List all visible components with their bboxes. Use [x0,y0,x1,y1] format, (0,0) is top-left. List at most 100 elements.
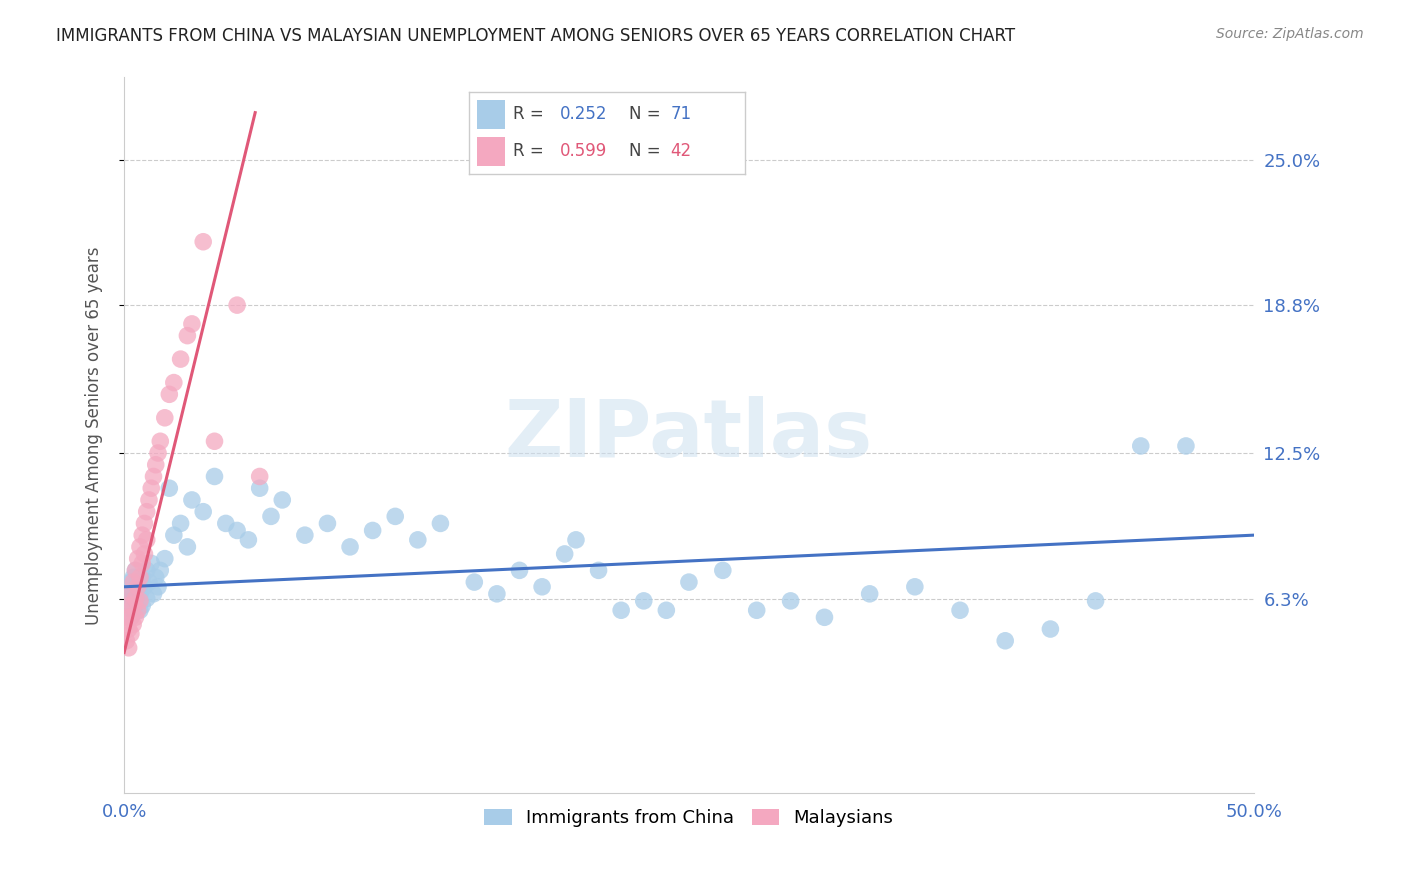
Y-axis label: Unemployment Among Seniors over 65 years: Unemployment Among Seniors over 65 years [86,246,103,624]
Point [384,509,406,524]
Point [142,469,165,483]
Point [463,575,485,590]
Point [149,434,172,449]
Point [157,481,180,495]
Point [610,603,633,617]
Point [149,563,172,577]
Point [127,575,149,590]
Point [138,492,160,507]
Point [316,516,339,531]
Point [655,603,678,617]
Point [118,640,141,655]
Point [204,469,226,483]
Point [134,516,156,531]
Point [122,575,145,590]
Point [260,509,283,524]
Point [193,235,215,249]
Point [169,516,191,531]
Point [122,603,145,617]
Point [949,603,972,617]
Point [120,626,142,640]
Point [711,563,734,577]
Point [271,492,294,507]
Point [131,557,153,571]
Point [115,633,138,648]
Point [141,481,163,495]
Point [127,603,149,617]
Point [146,446,169,460]
Point [135,591,157,606]
Point [813,610,835,624]
Point [429,516,451,531]
Point [554,547,576,561]
Point [163,528,186,542]
Point [145,570,167,584]
Point [1084,594,1107,608]
Point [180,317,202,331]
Point [122,570,145,584]
Point [124,610,146,624]
Point [129,570,152,584]
Point [120,575,142,590]
Point [122,617,145,632]
Point [339,540,361,554]
Point [157,387,180,401]
Point [145,458,167,472]
Point [215,516,238,531]
Point [120,610,142,624]
Point [129,594,152,608]
Point [859,587,882,601]
Point [508,563,530,577]
Point [1039,622,1062,636]
Point [124,563,146,577]
Point [135,563,157,577]
Point [124,591,146,606]
Point [361,524,384,538]
Point [193,505,215,519]
Point [115,591,138,606]
Legend: Immigrants from China, Malaysians: Immigrants from China, Malaysians [477,802,901,834]
Point [745,603,768,617]
Point [131,528,153,542]
Point [1129,439,1152,453]
Point [531,580,554,594]
Point [226,298,249,312]
Point [127,594,149,608]
Point [249,481,271,495]
Point [141,557,163,571]
Point [146,580,169,594]
Point [124,599,146,613]
Point [994,633,1017,648]
Point [131,570,153,584]
Point [294,528,316,542]
Point [127,580,149,594]
Point [1174,439,1197,453]
Point [180,492,202,507]
Point [678,575,700,590]
Point [122,599,145,613]
Point [169,352,191,367]
Point [135,505,157,519]
Point [118,599,141,613]
Point [120,610,142,624]
Point [115,610,138,624]
Point [118,580,141,594]
Point [406,533,429,547]
Point [153,551,176,566]
Point [118,599,141,613]
Point [238,533,260,547]
Point [249,469,271,483]
Text: ZIPatlas: ZIPatlas [505,396,873,475]
Point [120,591,142,606]
Point [127,551,149,566]
Point [779,594,801,608]
Point [588,563,610,577]
Point [134,547,156,561]
Point [633,594,655,608]
Point [135,533,157,547]
Point [118,622,141,636]
Point [226,524,249,538]
Point [485,587,508,601]
Point [134,580,156,594]
Point [204,434,226,449]
